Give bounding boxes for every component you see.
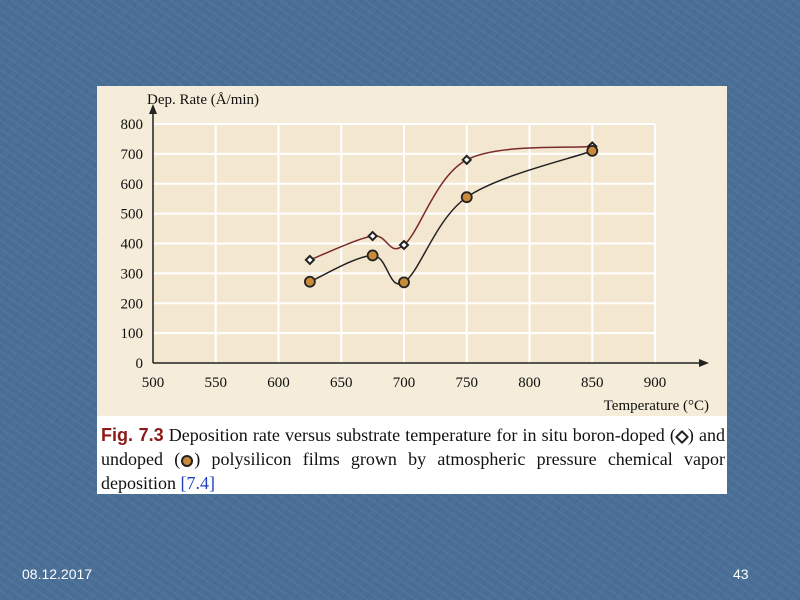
- chart-area: 0 100 200 300 400 500 600 700 800 500 550 600 650 700…: [97, 86, 727, 416]
- x-tick-label: 600: [267, 375, 290, 391]
- figure-caption: Fig. 7.3 Deposition rate versus substrat…: [101, 423, 725, 495]
- series-line-1: [309, 145, 593, 261]
- x-tick-label: 750: [456, 375, 479, 391]
- y-tick-label: 700: [121, 147, 144, 163]
- footer-date: 08.12.2017: [22, 566, 93, 582]
- caption-reference: [7.4]: [180, 473, 216, 493]
- data-point-open: [398, 239, 410, 251]
- y-tick-label: 300: [121, 266, 144, 282]
- data-point-open: [304, 254, 316, 266]
- data-point-filled: [303, 275, 316, 288]
- caption-fig-label: Fig. 7.3: [101, 425, 164, 445]
- x-axis-arrow: [699, 359, 709, 367]
- x-tick-label: 650: [330, 375, 353, 391]
- data-point-filled: [586, 144, 599, 157]
- x-tick-label: 700: [393, 375, 416, 391]
- chart-svg: 0 100 200 300 400 500 600 700 800 500 550 600 650 700…: [121, 92, 709, 414]
- figure: 0 100 200 300 400 500 600 700 800 500 550 600 650 700…: [97, 86, 727, 494]
- y-tick-label: 400: [121, 237, 144, 253]
- filled-circle-marker-icon: [181, 454, 194, 467]
- data-point-open: [367, 230, 379, 242]
- y-axis-label: Dep. Rate (Å/min): [147, 92, 259, 108]
- x-tick-label: 850: [581, 375, 604, 391]
- y-tick-label: 0: [136, 356, 144, 372]
- data-point-filled: [366, 249, 379, 262]
- footer-page-number: 43: [733, 566, 749, 582]
- x-tick-label: 500: [142, 375, 165, 391]
- y-tick-label: 500: [121, 207, 144, 223]
- caption-text-3: ) polysilicon films grown by atmospheric…: [101, 449, 726, 493]
- x-tick-label: 550: [205, 375, 228, 391]
- x-axis-label: Temperature (°C): [604, 398, 709, 414]
- x-tick-label: 900: [644, 375, 667, 391]
- data-point-filled: [460, 191, 473, 204]
- data-point-filled: [398, 276, 410, 289]
- y-axis-arrow: [149, 104, 157, 114]
- open-diamond-marker-icon: [674, 429, 689, 444]
- y-tick-label: 100: [121, 326, 144, 342]
- y-tick-label: 600: [121, 177, 144, 193]
- caption-text-2: ) and undoped (: [101, 425, 725, 469]
- y-tick-label: 800: [121, 117, 144, 133]
- series-line-2: [309, 150, 593, 285]
- y-tick-label: 200: [121, 296, 144, 312]
- caption-text-1: Deposition rate versus substrate tempera…: [163, 425, 676, 445]
- data-point-open: [461, 154, 473, 166]
- x-tick-label: 800: [518, 375, 541, 391]
